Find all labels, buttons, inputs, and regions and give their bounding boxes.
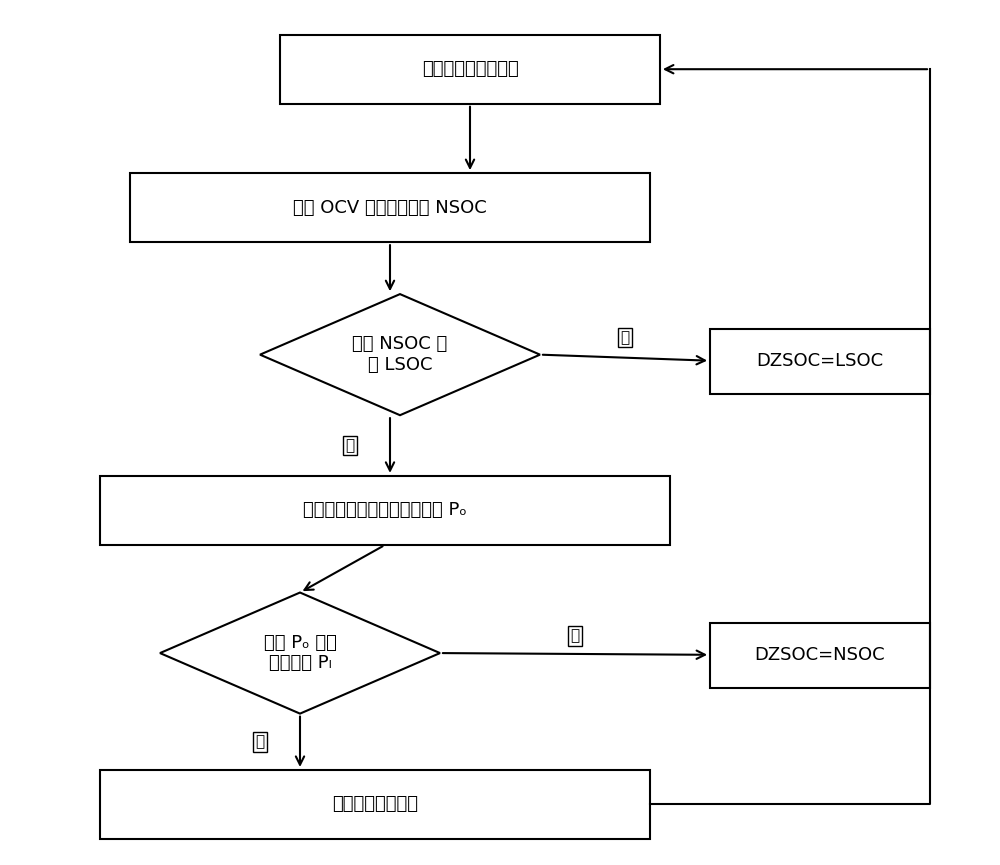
Text: 通过电压，电流计算输出功率 Pₒ: 通过电压，电流计算输出功率 Pₒ [303, 502, 467, 519]
Text: 当前 Pₒ 大于
负载功率 Pₗ: 当前 Pₒ 大于 负载功率 Pₗ [264, 634, 336, 672]
FancyBboxPatch shape [100, 770, 650, 839]
FancyBboxPatch shape [130, 173, 650, 242]
Text: DZSOC=LSOC: DZSOC=LSOC [756, 352, 884, 370]
FancyBboxPatch shape [710, 623, 930, 688]
Polygon shape [260, 294, 540, 415]
FancyBboxPatch shape [100, 476, 670, 545]
Text: 测量电池电压、电流: 测量电池电压、电流 [422, 61, 518, 78]
Polygon shape [160, 593, 440, 714]
FancyBboxPatch shape [710, 329, 930, 394]
Text: 否: 否 [570, 628, 580, 644]
Text: DZSOC=NSOC: DZSOC=NSOC [755, 646, 885, 664]
Text: 当前 NSOC 大
于 LSOC: 当前 NSOC 大 于 LSOC [352, 336, 448, 374]
Text: 是: 是 [345, 438, 355, 453]
FancyBboxPatch shape [280, 35, 660, 104]
Text: 通过 OCV 函数计算电池 NSOC: 通过 OCV 函数计算电池 NSOC [293, 199, 487, 216]
Text: 继续电池放电使用: 继续电池放电使用 [332, 796, 418, 813]
Text: 否: 否 [620, 330, 630, 345]
Text: 是: 是 [255, 734, 265, 749]
